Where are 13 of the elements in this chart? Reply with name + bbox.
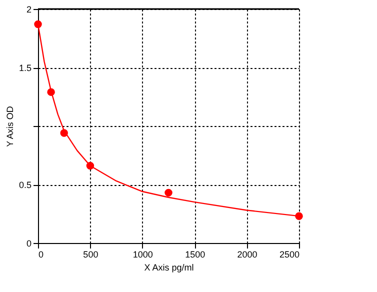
x-tick-label: 0: [38, 250, 44, 260]
x-tick-label: 2500: [279, 250, 300, 260]
y-tick-label: 2: [26, 4, 32, 14]
y-axis-title: Y Axis OD: [4, 106, 15, 147]
point: [164, 188, 172, 197]
x-tick-label: 500: [83, 250, 98, 260]
x-axis-title: X Axis pg/ml: [144, 262, 194, 272]
x-tick-label: 2000: [237, 250, 258, 260]
x-tick-label: 1500: [185, 250, 206, 260]
y-tick-label: 0: [26, 238, 32, 248]
x-tick-label: 1000: [132, 250, 153, 260]
y-tick-label: 0.5: [18, 180, 32, 190]
y-tick-label: 1.5: [18, 63, 32, 73]
